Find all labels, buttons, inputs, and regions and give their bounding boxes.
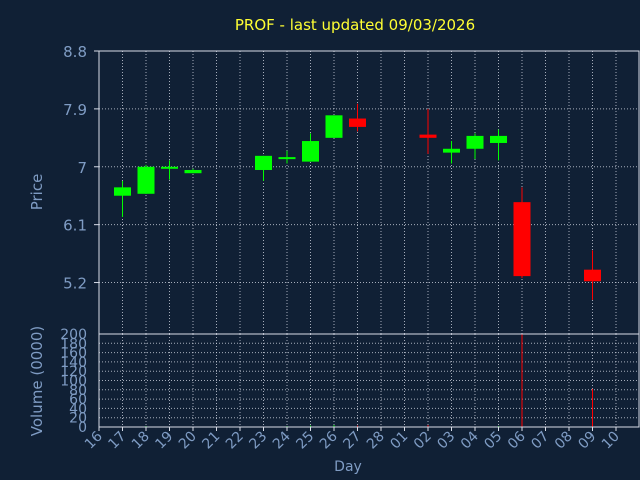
candle-body bbox=[584, 269, 601, 282]
price-y-tick-labels: 8.8 7.9 7 6.1 5.2 bbox=[63, 43, 87, 293]
candle-17 bbox=[114, 180, 131, 217]
price-axis-label: Price bbox=[28, 174, 46, 211]
price-y-tick-label: 6.1 bbox=[63, 217, 87, 235]
volume-y-tick-label: 40 bbox=[69, 401, 87, 417]
price-y-tick-label: 7 bbox=[77, 159, 87, 177]
candle-23 bbox=[255, 155, 272, 181]
candle-body bbox=[419, 134, 437, 138]
x-axis-label: Day bbox=[334, 459, 362, 475]
x-tick-labels: 16 17 18 19 20 21 22 23 24 25 26 27 28 01 02 03 04 05 06 07… bbox=[82, 428, 623, 452]
volume-y-tick-label: 80 bbox=[69, 383, 87, 399]
volume-y-tick-label: 200 bbox=[60, 327, 87, 343]
candle-24 bbox=[278, 150, 296, 164]
candle-body bbox=[443, 148, 460, 153]
candle-body bbox=[161, 166, 178, 169]
candle-body bbox=[513, 202, 531, 277]
candle-27 bbox=[349, 103, 366, 132]
candle-body bbox=[114, 187, 131, 196]
volume-y-tick-label: 160 bbox=[60, 346, 87, 362]
candle-06 bbox=[513, 187, 531, 279]
candle-09 bbox=[584, 250, 601, 300]
candle-18 bbox=[137, 164, 155, 194]
candlestick-series bbox=[114, 103, 601, 300]
candle-05 bbox=[490, 129, 507, 161]
price-y-tick-label: 8.8 bbox=[63, 43, 87, 61]
candle-body bbox=[184, 169, 202, 174]
candle-02 bbox=[419, 108, 437, 154]
candle-body bbox=[137, 166, 155, 194]
price-y-tick-label: 7.9 bbox=[63, 101, 87, 119]
candle-body bbox=[325, 115, 343, 138]
volume-y-tick-label: 180 bbox=[60, 336, 87, 352]
volume-y-tick-label: 20 bbox=[69, 411, 87, 427]
candle-20 bbox=[184, 168, 202, 174]
candle-body bbox=[490, 135, 507, 143]
volume-y-tick-label: 100 bbox=[60, 374, 87, 390]
volume-y-tick-label: 0 bbox=[78, 420, 87, 436]
candle-body bbox=[466, 135, 484, 149]
candle-25 bbox=[302, 133, 319, 162]
volume-y-tick-label: 120 bbox=[60, 364, 87, 380]
volume-y-tick-label: 60 bbox=[69, 392, 87, 408]
volume-axis-label: Volume (0000) bbox=[28, 326, 46, 436]
price-y-tick-label: 5.2 bbox=[63, 275, 87, 293]
volume-plot-frame bbox=[98, 333, 640, 428]
candle-26 bbox=[325, 115, 343, 138]
candle-body bbox=[302, 141, 319, 162]
candle-body bbox=[278, 157, 296, 160]
chart-title: PROF - last updated 09/03/2026 bbox=[235, 16, 475, 34]
candle-03 bbox=[443, 141, 460, 164]
candle-body bbox=[349, 118, 366, 127]
candle-04 bbox=[466, 133, 484, 160]
volume-y-tick-label: 140 bbox=[60, 355, 87, 371]
candle-19 bbox=[161, 160, 178, 180]
candle-body bbox=[255, 155, 272, 170]
